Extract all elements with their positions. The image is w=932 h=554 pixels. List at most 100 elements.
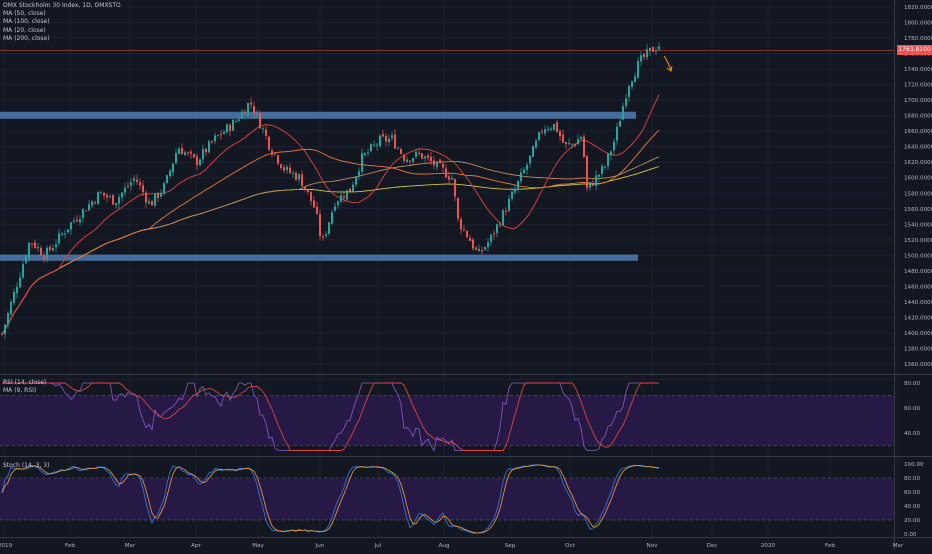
- candle-body: [238, 119, 240, 121]
- candle-body: [34, 242, 36, 248]
- candle: [64, 229, 66, 238]
- candle: [37, 242, 39, 252]
- candle-body: [601, 166, 603, 174]
- candle-body: [16, 287, 18, 294]
- price-axis-label: 1420.0000: [904, 315, 932, 321]
- candle: [481, 246, 483, 255]
- candle-body: [391, 135, 393, 138]
- stoch-k-line: [1, 464, 660, 534]
- candle-body: [388, 138, 390, 143]
- candle: [310, 191, 312, 206]
- candle-body: [325, 234, 327, 236]
- candle-body: [166, 175, 168, 183]
- candle: [607, 153, 609, 171]
- candle-body: [316, 206, 318, 214]
- price-axis-label: 1580.0000: [904, 191, 932, 197]
- candle: [385, 132, 387, 146]
- stoch-axis-label: 80.00: [904, 476, 920, 482]
- candle: [61, 231, 63, 237]
- candle: [229, 123, 231, 137]
- candle-body: [613, 141, 615, 151]
- candle-body: [529, 155, 531, 164]
- time-axis-label: Oct: [565, 543, 575, 549]
- candle: [598, 174, 600, 182]
- candle: [94, 200, 96, 205]
- candle: [349, 188, 351, 192]
- candle: [631, 80, 633, 90]
- candle-body: [379, 135, 381, 147]
- candle-body: [340, 194, 342, 202]
- candle-body: [10, 302, 12, 315]
- candle-body: [352, 184, 354, 192]
- candle: [382, 129, 384, 138]
- candle-body: [124, 187, 126, 193]
- candle: [475, 246, 477, 251]
- candle: [625, 94, 627, 110]
- candle: [259, 110, 261, 129]
- time-axis-label: Jul: [374, 543, 382, 549]
- price-axis-label: 1540.0000: [904, 222, 932, 228]
- candle: [205, 148, 207, 157]
- candle: [421, 152, 423, 160]
- candle: [619, 115, 621, 127]
- candle-body: [229, 124, 231, 132]
- candle-body: [427, 155, 429, 158]
- candle: [253, 101, 255, 120]
- candle: [295, 170, 297, 182]
- candle: [394, 129, 396, 149]
- candle-body: [94, 202, 96, 204]
- candle-body: [22, 264, 24, 278]
- candle: [193, 153, 195, 159]
- candle-body: [556, 122, 558, 132]
- ma20-line: [1, 94, 660, 335]
- candle-body: [589, 182, 591, 188]
- candle-body: [271, 150, 273, 155]
- candle-body: [13, 291, 15, 304]
- candle-body: [277, 155, 279, 164]
- candle-body: [409, 160, 411, 162]
- candle-body: [121, 192, 123, 198]
- candle: [85, 210, 87, 212]
- resistance-zone: [0, 111, 636, 119]
- stoch-axis: 100.00 80.00 60.00 40.00 20.00 0.00: [904, 462, 924, 538]
- stoch-legend: Stoch (14, 3, 3): [3, 462, 49, 470]
- candle-body: [400, 148, 402, 154]
- price-axis-label: 1520.0000: [904, 238, 932, 244]
- candle: [460, 216, 462, 235]
- candle: [211, 140, 213, 145]
- price-axis-label: 1800.0000: [904, 21, 932, 27]
- candle: [361, 148, 363, 176]
- candle-body: [307, 189, 309, 192]
- candle-body: [211, 141, 213, 143]
- candle: [175, 148, 177, 164]
- candle: [58, 229, 60, 247]
- price-axis-label: 1660.0000: [904, 129, 932, 135]
- candle-body: [85, 210, 87, 212]
- candle-body: [127, 186, 129, 188]
- candle: [358, 167, 360, 181]
- candle: [403, 153, 405, 164]
- candle: [406, 155, 408, 163]
- candle-body: [580, 137, 582, 140]
- candle: [199, 158, 201, 167]
- candle: [523, 167, 525, 175]
- candle-body: [226, 124, 228, 133]
- candle-body: [7, 312, 9, 325]
- candle-body: [355, 176, 357, 185]
- candle-body: [142, 185, 144, 193]
- candle-body: [505, 210, 507, 212]
- candle-body: [37, 246, 39, 249]
- candle: [622, 102, 624, 121]
- candle: [463, 225, 465, 232]
- candle-body: [322, 236, 324, 238]
- candle-body: [289, 167, 291, 173]
- candle: [19, 272, 21, 289]
- candle: [163, 181, 165, 197]
- candle: [184, 150, 186, 157]
- candle-body: [475, 247, 477, 250]
- candle: [391, 131, 393, 142]
- candle: [409, 160, 411, 165]
- stoch-d-line: [1, 464, 660, 534]
